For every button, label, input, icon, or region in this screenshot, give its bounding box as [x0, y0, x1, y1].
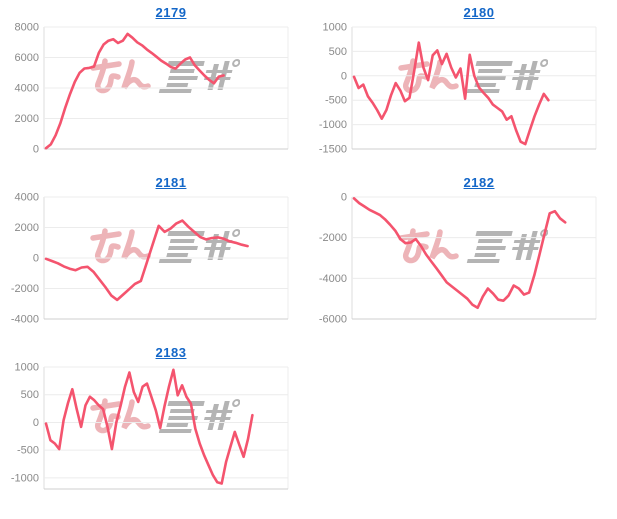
line-chart-2181: 4000 2000 0 -2000 -4000: [11, 193, 289, 326]
y-tick-label: 0: [33, 144, 39, 156]
y-tick-label: 2000: [15, 222, 39, 234]
data-series-line: [44, 32, 225, 150]
chart-cell-2179: 2179 8000 6000 4000 2000 0: [0, 0, 308, 170]
y-tick-label: -4000: [11, 314, 39, 326]
chart-title-link-2182[interactable]: 2182: [463, 175, 495, 190]
y-tick-label: 0: [33, 253, 39, 265]
chart-title-link-2179[interactable]: 2179: [155, 5, 187, 20]
line-chart-2179: 8000 6000 4000 2000 0: [15, 23, 289, 156]
data-series-line: [44, 368, 254, 485]
chart-title-row: 2182: [308, 170, 616, 193]
data-series-line: [352, 197, 567, 310]
chart-title-link-2180[interactable]: 2180: [463, 5, 495, 20]
y-tick-label: -2000: [319, 232, 347, 244]
chart-cell-2183: 2183 1000 500 0 -500 -1000: [0, 340, 308, 510]
chart-cell-2182: 2182 0 -2000 -4000 -6000: [308, 170, 616, 340]
line-chart-2182: 0 -2000 -4000 -6000: [319, 193, 597, 326]
chart-title-row: 2179: [0, 0, 308, 23]
chart-title-row: 2181: [0, 170, 308, 193]
y-tick-label: 8000: [15, 23, 39, 34]
chart-title-row: 2183: [0, 340, 308, 363]
y-tick-label: 1000: [323, 23, 347, 34]
chart-title-link-2181[interactable]: 2181: [155, 175, 187, 190]
data-series-line: [352, 41, 550, 146]
y-tick-label: -1000: [319, 119, 347, 131]
y-tick-label: -2000: [11, 283, 39, 295]
y-tick-label: 0: [33, 417, 39, 429]
y-tick-label: 0: [341, 193, 347, 204]
chart-plot-area: 0 -2000 -4000 -6000: [308, 193, 612, 334]
y-tick-label: -500: [17, 445, 39, 457]
y-tick-label: 2000: [15, 113, 39, 125]
chart-plot-area: 1000 500 0 -500 -1000 -1500: [308, 23, 612, 164]
y-tick-label: 500: [329, 46, 347, 58]
y-tick-label: 500: [21, 389, 39, 401]
chart-plot-area: 8000 6000 4000 2000 0: [0, 23, 304, 164]
chart-title-link-2183[interactable]: 2183: [155, 345, 187, 360]
chart-cell-2181: 2181 4000 2000 0 -2000 -4000: [0, 170, 308, 340]
y-tick-label: 1000: [15, 363, 39, 374]
chart-title-row: 2180: [308, 0, 616, 23]
line-chart-2180: 1000 500 0 -500 -1000 -1500: [319, 23, 597, 156]
line-chart-2183: 1000 500 0 -500 -1000: [11, 363, 289, 490]
y-tick-label: -500: [325, 95, 347, 107]
y-tick-label: -4000: [319, 273, 347, 285]
y-tick-label: -6000: [319, 314, 347, 326]
chart-plot-area: 4000 2000 0 -2000 -4000: [0, 193, 304, 334]
y-tick-label: 0: [341, 70, 347, 82]
y-tick-label: 6000: [15, 52, 39, 64]
y-tick-label: -1500: [319, 144, 347, 156]
y-tick-label: 4000: [15, 193, 39, 204]
chart-plot-area: 1000 500 0 -500 -1000: [0, 363, 304, 504]
y-tick-label: 4000: [15, 83, 39, 95]
chart-cell-2180: 2180 1000 500 0 -500 -1000 -1500: [308, 0, 616, 170]
y-tick-label: -1000: [11, 472, 39, 484]
